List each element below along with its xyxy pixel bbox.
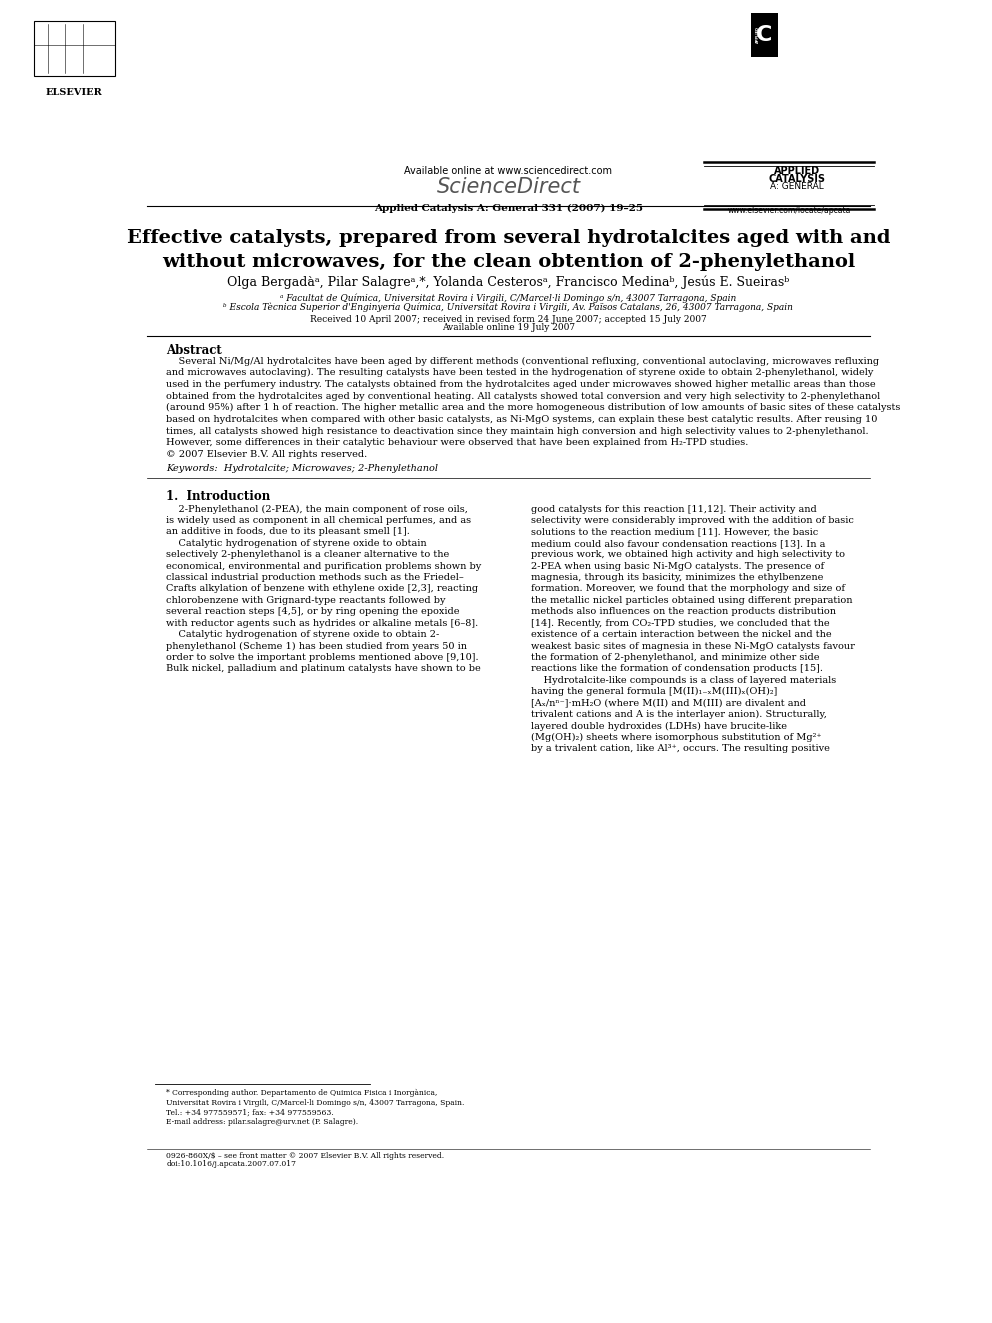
Text: Abstract: Abstract: [167, 344, 222, 357]
Text: 1.  Introduction: 1. Introduction: [167, 491, 271, 503]
Text: solutions to the reaction medium [11]. However, the basic: solutions to the reaction medium [11]. H…: [532, 528, 818, 536]
Text: APPLIED: APPLIED: [756, 26, 760, 44]
Text: obtained from the hydrotalcites aged by conventional heating. All catalysts show: obtained from the hydrotalcites aged by …: [167, 392, 881, 401]
Text: an additive in foods, due to its pleasant smell [1].: an additive in foods, due to its pleasan…: [167, 528, 410, 536]
Text: classical industrial production methods such as the Friedel–: classical industrial production methods …: [167, 573, 464, 582]
Bar: [34, 21, 114, 75]
Text: A: GENERAL: A: GENERAL: [770, 183, 823, 192]
Text: APPLIED: APPLIED: [774, 165, 819, 176]
Text: However, some differences in their catalytic behaviour were observed that have b: However, some differences in their catal…: [167, 438, 749, 447]
Text: the metallic nickel particles obtained using different preparation: the metallic nickel particles obtained u…: [532, 595, 853, 605]
Text: (around 95%) after 1 h of reaction. The higher metallic area and the more homoge: (around 95%) after 1 h of reaction. The …: [167, 404, 901, 413]
Text: 0926-860X/$ – see front matter © 2007 Elsevier B.V. All rights reserved.: 0926-860X/$ – see front matter © 2007 El…: [167, 1152, 444, 1160]
Text: used in the perfumery industry. The catalysts obtained from the hydrotalcites ag: used in the perfumery industry. The cata…: [167, 380, 876, 389]
Text: order to solve the important problems mentioned above [9,10].: order to solve the important problems me…: [167, 654, 479, 662]
Text: [14]. Recently, from CO₂-TPD studies, we concluded that the: [14]. Recently, from CO₂-TPD studies, we…: [532, 619, 830, 627]
Text: www.elsevier.com/locate/apcata: www.elsevier.com/locate/apcata: [728, 205, 851, 214]
Text: ᵃ Facultat de Química, Universitat Rovira i Virgili, C/Marcel·li Domingo s/n, 43: ᵃ Facultat de Química, Universitat Rovir…: [281, 294, 736, 303]
Text: formation. Moreover, we found that the morphology and size of: formation. Moreover, we found that the m…: [532, 585, 845, 594]
Text: Catalytic hydrogenation of styrene oxide to obtain 2-: Catalytic hydrogenation of styrene oxide…: [167, 630, 439, 639]
Text: CATALYSIS: CATALYSIS: [768, 175, 825, 184]
Text: C: C: [756, 25, 773, 45]
Text: ᵇ Escola Tècnica Superior d'Enginyeria Química, Universitat Rovira i Virgili, Av: ᵇ Escola Tècnica Superior d'Enginyeria Q…: [223, 303, 794, 312]
Text: Several Ni/Mg/Al hydrotalcites have been aged by different methods (conventional: Several Ni/Mg/Al hydrotalcites have been…: [167, 356, 880, 365]
Text: good catalysts for this reaction [11,12]. Their activity and: good catalysts for this reaction [11,12]…: [532, 504, 817, 513]
Text: doi:10.1016/j.apcata.2007.07.017: doi:10.1016/j.apcata.2007.07.017: [167, 1160, 297, 1168]
Text: selectively 2-phenylethanol is a cleaner alternative to the: selectively 2-phenylethanol is a cleaner…: [167, 550, 449, 560]
Text: times, all catalysts showed high resistance to deactivation since they maintain : times, all catalysts showed high resista…: [167, 427, 869, 435]
Text: [Aₓ/nⁿ⁻]·mH₂O (where M(II) and M(III) are divalent and: [Aₓ/nⁿ⁻]·mH₂O (where M(II) and M(III) ar…: [532, 699, 806, 708]
Text: is widely used as component in all chemical perfumes, and as: is widely used as component in all chemi…: [167, 516, 471, 525]
Text: chlorobenzene with Grignard-type reactants followed by: chlorobenzene with Grignard-type reactan…: [167, 595, 445, 605]
Text: 2-PEA when using basic Ni-MgO catalysts. The presence of: 2-PEA when using basic Ni-MgO catalysts.…: [532, 562, 824, 570]
Text: methods also influences on the reaction products distribution: methods also influences on the reaction …: [532, 607, 836, 617]
Text: magnesia, through its basicity, minimizes the ethylbenzene: magnesia, through its basicity, minimize…: [532, 573, 823, 582]
Text: by a trivalent cation, like Al³⁺, occurs. The resulting positive: by a trivalent cation, like Al³⁺, occurs…: [532, 745, 830, 753]
Text: ELSEVIER: ELSEVIER: [46, 87, 103, 97]
Text: weakest basic sites of magnesia in these Ni-MgO catalysts favour: weakest basic sites of magnesia in these…: [532, 642, 855, 651]
Text: ScienceDirect: ScienceDirect: [436, 177, 580, 197]
Text: Effective catalysts, prepared from several hydrotalcites aged with and
without m: Effective catalysts, prepared from sever…: [127, 229, 890, 271]
Text: * Corresponding author. Departamento de Quimica Fisica i Inorgànica,: * Corresponding author. Departamento de …: [167, 1089, 437, 1097]
Text: the formation of 2-phenylethanol, and minimize other side: the formation of 2-phenylethanol, and mi…: [532, 654, 820, 662]
Text: 2-Phenylethanol (2-PEA), the main component of rose oils,: 2-Phenylethanol (2-PEA), the main compon…: [167, 504, 468, 513]
Text: previous work, we obtained high activity and high selectivity to: previous work, we obtained high activity…: [532, 550, 845, 560]
Bar: [751, 13, 778, 57]
Text: medium could also favour condensation reactions [13]. In a: medium could also favour condensation re…: [532, 538, 825, 548]
Text: Received 10 April 2007; received in revised form 24 June 2007; accepted 15 July : Received 10 April 2007; received in revi…: [310, 315, 706, 324]
Text: Hydrotalcite-like compounds is a class of layered materials: Hydrotalcite-like compounds is a class o…: [532, 676, 836, 685]
Text: several reaction steps [4,5], or by ring opening the epoxide: several reaction steps [4,5], or by ring…: [167, 607, 459, 617]
Text: economical, environmental and purification problems shown by: economical, environmental and purificati…: [167, 562, 481, 570]
Text: Tel.: +34 977559571; fax: +34 977559563.: Tel.: +34 977559571; fax: +34 977559563.: [167, 1109, 334, 1117]
Text: reactions like the formation of condensation products [15].: reactions like the formation of condensa…: [532, 664, 823, 673]
Text: with reductor agents such as hydrides or alkaline metals [6–8].: with reductor agents such as hydrides or…: [167, 619, 478, 627]
Text: © 2007 Elsevier B.V. All rights reserved.: © 2007 Elsevier B.V. All rights reserved…: [167, 450, 367, 459]
Text: layered double hydroxides (LDHs) have brucite-like: layered double hydroxides (LDHs) have br…: [532, 721, 788, 730]
Text: Olga Bergadàᵃ, Pilar Salagreᵃ,*, Yolanda Cesterosᵃ, Francisco Medinaᵇ, Jesús E. : Olga Bergadàᵃ, Pilar Salagreᵃ,*, Yolanda…: [227, 277, 790, 290]
Text: existence of a certain interaction between the nickel and the: existence of a certain interaction betwe…: [532, 630, 832, 639]
Text: trivalent cations and A is the interlayer anion). Structurally,: trivalent cations and A is the interlaye…: [532, 710, 827, 720]
Text: phenylethanol (Scheme 1) has been studied from years 50 in: phenylethanol (Scheme 1) has been studie…: [167, 642, 467, 651]
Text: Catalytic hydrogenation of styrene oxide to obtain: Catalytic hydrogenation of styrene oxide…: [167, 538, 427, 548]
Text: Universitat Rovira i Virgili, C/Marcel-li Domingo s/n, 43007 Tarragona, Spain.: Universitat Rovira i Virgili, C/Marcel-l…: [167, 1098, 464, 1106]
Text: Available online at www.sciencedirect.com: Available online at www.sciencedirect.co…: [405, 165, 612, 176]
Text: Bulk nickel, palladium and platinum catalysts have shown to be: Bulk nickel, palladium and platinum cata…: [167, 664, 481, 673]
Text: (Mg(OH)₂) sheets where isomorphous substitution of Mg²⁺: (Mg(OH)₂) sheets where isomorphous subst…: [532, 733, 822, 742]
Text: and microwaves autoclaving). The resulting catalysts have been tested in the hyd: and microwaves autoclaving). The resulti…: [167, 368, 874, 377]
Text: Applied Catalysis A: General 331 (2007) 19–25: Applied Catalysis A: General 331 (2007) …: [374, 204, 643, 213]
Text: Crafts alkylation of benzene with ethylene oxide [2,3], reacting: Crafts alkylation of benzene with ethyle…: [167, 585, 478, 594]
Text: E-mail address: pilar.salagre@urv.net (P. Salagre).: E-mail address: pilar.salagre@urv.net (P…: [167, 1118, 358, 1126]
Text: Available online 19 July 2007: Available online 19 July 2007: [441, 323, 575, 332]
Text: selectivity were considerably improved with the addition of basic: selectivity were considerably improved w…: [532, 516, 854, 525]
Text: based on hydrotalcites when compared with other basic catalysts, as Ni-MgO syste: based on hydrotalcites when compared wit…: [167, 415, 878, 423]
Text: having the general formula [M(II)₁₋ₓM(III)ₓ(OH)₂]: having the general formula [M(II)₁₋ₓM(II…: [532, 687, 778, 696]
Text: Keywords:  Hydrotalcite; Microwaves; 2-Phenylethanol: Keywords: Hydrotalcite; Microwaves; 2-Ph…: [167, 464, 438, 472]
